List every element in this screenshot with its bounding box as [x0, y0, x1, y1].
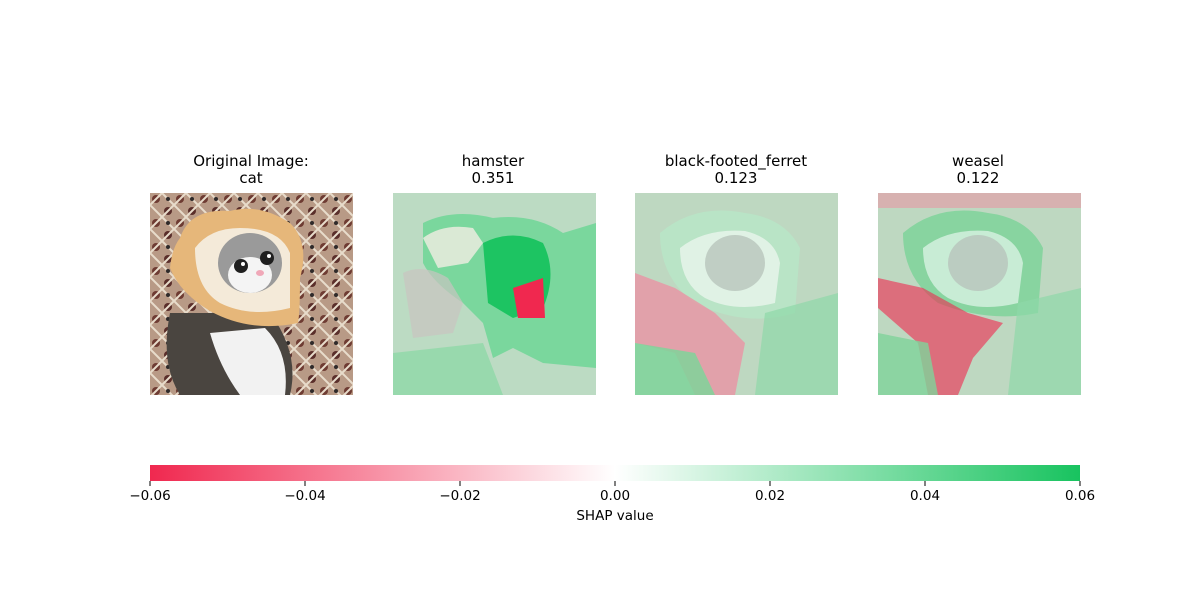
- shap-image-black-footed-ferret: [635, 193, 838, 395]
- panel-title-black-footed-ferret: black-footed_ferret 0.123: [626, 153, 846, 187]
- original-image: [150, 193, 353, 395]
- panel-title-hamster: hamster 0.351: [383, 153, 603, 187]
- colorbar-tick-label: 0.00: [600, 488, 630, 504]
- panel-title-line2: cat: [239, 169, 263, 187]
- colorbar-tick-label: −0.02: [439, 488, 480, 504]
- panel-title-original: Original Image: cat: [141, 153, 361, 187]
- panel-title-line2: 0.122: [956, 169, 1000, 187]
- panel-title-line2: 0.123: [714, 169, 758, 187]
- panel-title-line1: weasel: [952, 152, 1004, 170]
- colorbar-ticks: −0.06 −0.04 −0.02 0.00 0.02 0.04 0.06: [129, 481, 1095, 504]
- shap-image-hamster: [393, 193, 596, 395]
- colorbar-tick-label: 0.02: [755, 488, 785, 504]
- colorbar-tick-label: −0.04: [284, 488, 325, 504]
- shap-image-weasel: [878, 193, 1081, 395]
- colorbar-tick-label: 0.06: [1065, 488, 1095, 504]
- panel-title-line1: black-footed_ferret: [664, 152, 808, 170]
- colorbar-gradient: [150, 465, 1080, 481]
- panel-title-line2: 0.351: [471, 169, 515, 187]
- panel-title-line1: hamster: [461, 152, 525, 170]
- colorbar-label: SHAP value: [576, 508, 653, 524]
- panel-title-weasel: weasel 0.122: [868, 153, 1088, 187]
- colorbar-tick-label: −0.06: [129, 488, 170, 504]
- colorbar-tick-label: 0.04: [910, 488, 940, 504]
- panel-title-line1: Original Image:: [193, 152, 309, 170]
